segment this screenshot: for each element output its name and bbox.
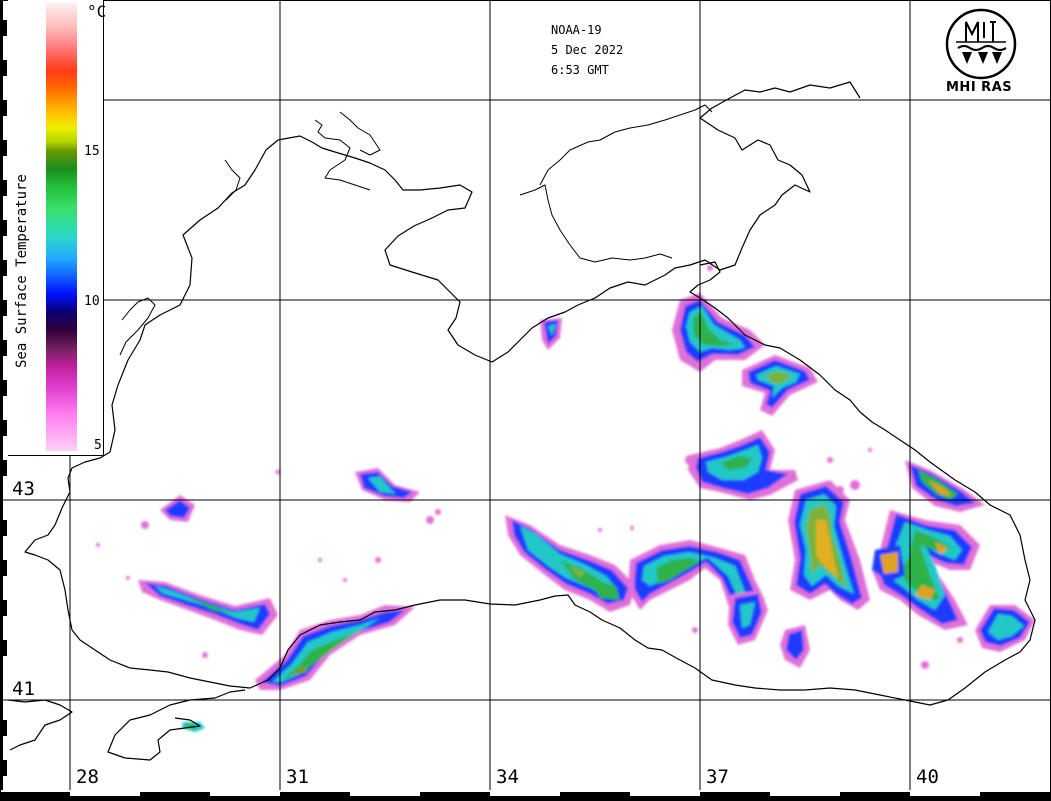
sst-patch — [255, 605, 415, 690]
sst-patch — [780, 625, 810, 668]
sst-patch — [975, 605, 1035, 652]
sst-patch — [905, 460, 985, 512]
sst-patches — [96, 265, 1035, 732]
organization-label: MHI RAS — [946, 80, 1013, 95]
lat-label-43: 43 — [12, 478, 35, 500]
lon-label-28: 28 — [76, 766, 99, 788]
legend-tick-10: 10 — [84, 294, 100, 309]
sst-patch — [355, 468, 420, 502]
satellite-date: 5 Dec 2022 — [551, 43, 624, 57]
sst-patch — [672, 293, 765, 372]
lon-label-31: 31 — [286, 766, 309, 788]
sst-patch — [742, 355, 818, 416]
bottom-scale-bar — [0, 792, 1051, 801]
legend-tick-5: 5 — [94, 438, 102, 453]
legend-unit: °C — [87, 2, 107, 21]
lon-label-34: 34 — [496, 766, 519, 788]
sst-patch — [540, 318, 562, 350]
sst-patch — [872, 510, 980, 630]
sst-patch — [788, 480, 870, 610]
lat-label-41: 41 — [12, 678, 35, 700]
legend-title: Sea Surface Temperature — [14, 174, 30, 368]
left-scale-bar — [0, 0, 7, 790]
mhi-ras-logo — [945, 8, 1017, 80]
legend: °C 15 10 5 — [8, 0, 107, 456]
satellite-name: NOAA-19 — [551, 23, 602, 37]
sst-patch — [728, 590, 768, 645]
sst-speckles — [96, 265, 963, 669]
sst-patch — [138, 580, 278, 635]
lon-label-37: 37 — [706, 766, 729, 788]
lon-label-40: 40 — [916, 766, 939, 788]
sst-patch — [688, 430, 798, 500]
color-scale-bar — [46, 3, 77, 451]
coastline — [7, 81, 1036, 761]
legend-tick-15: 15 — [84, 144, 100, 159]
sst-patch — [872, 545, 905, 582]
sst-patch — [160, 495, 195, 522]
satellite-time: 6:53 GMT — [551, 63, 609, 77]
sst-patch — [505, 515, 635, 612]
